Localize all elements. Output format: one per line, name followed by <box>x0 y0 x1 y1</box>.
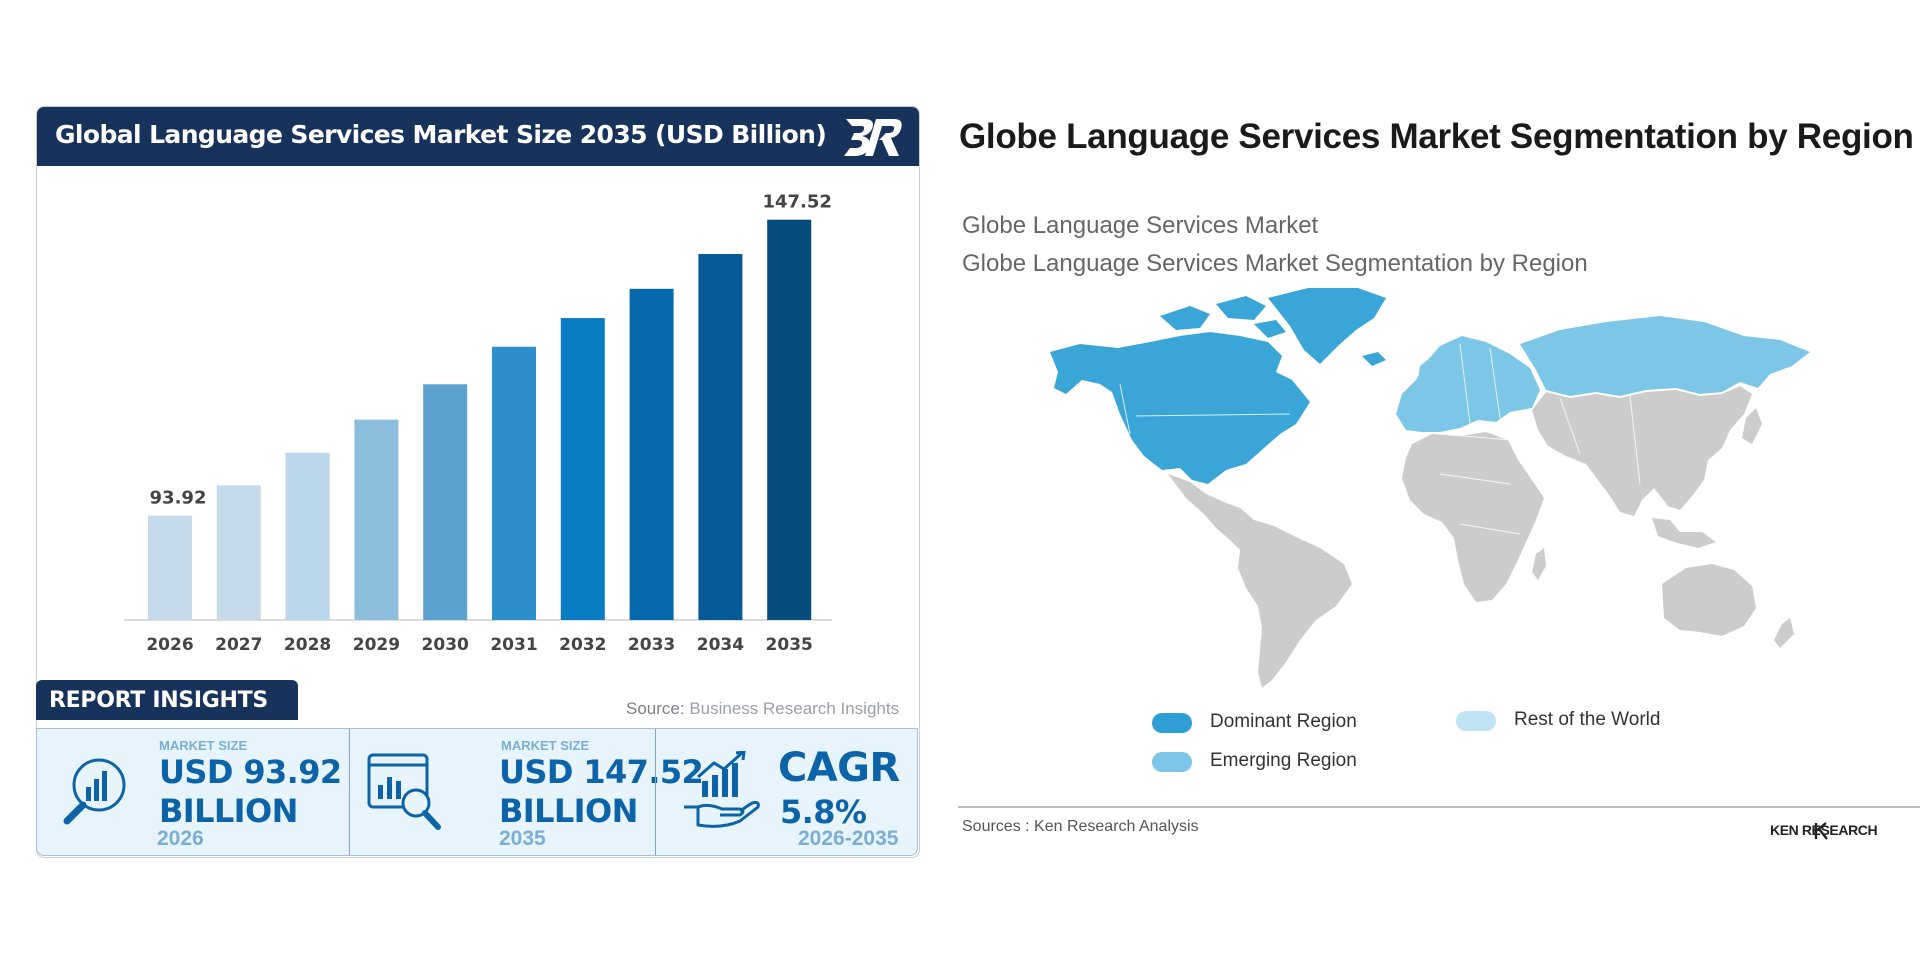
insight-label: MARKET SIZE <box>159 738 248 753</box>
data-label-2026: 93.92 <box>150 488 207 509</box>
x-tick-label: 2033 <box>628 635 675 655</box>
x-tick-label: 2030 <box>422 635 469 655</box>
x-tick-label: 2027 <box>215 635 262 655</box>
insight-unit: 5.8% <box>780 793 867 831</box>
insight-value: USD 93.92 <box>159 753 342 791</box>
insight-market-size-2035: MARKET SIZE USD 147.52 BILLION 2035 <box>350 729 704 855</box>
x-tick-label: 2028 <box>284 635 331 655</box>
insight-year: 2026-2035 <box>798 827 899 850</box>
legend-label-emerging: Emerging Region <box>1210 750 1357 771</box>
legend-swatch-rest <box>1456 711 1496 731</box>
ken-research-brand: KEN RESEARCH <box>1770 822 1878 838</box>
x-tick-label: 2034 <box>697 635 744 655</box>
x-tick-label: 2031 <box>490 635 537 655</box>
map-subtitle: Globe Language Services Market <box>962 212 1319 239</box>
legend-label-rest: Rest of the World <box>1514 709 1661 730</box>
x-tick-label: 2026 <box>146 635 193 655</box>
map-title: Globe Language Services Market Segmentat… <box>959 117 1914 156</box>
bar-2033 <box>629 288 674 620</box>
report-insights-tab: REPORT INSIGHTS <box>36 680 298 720</box>
x-tick-label: 2029 <box>353 635 400 655</box>
bar-2029 <box>354 419 399 620</box>
world-region-map <box>1050 288 1810 688</box>
source-line: Source: Business Research Insights <box>626 699 899 719</box>
map-borders <box>1119 343 1641 535</box>
ken-research-logo-icon <box>1814 822 1828 840</box>
insight-strip: MARKET SIZE USD 93.92 BILLION 2026 MARKE… <box>36 728 918 856</box>
legend-swatch-emerging <box>1152 752 1192 772</box>
insight-divider <box>655 729 656 855</box>
bar-2031 <box>492 346 536 620</box>
map-region-greenland <box>1268 288 1386 364</box>
chart-title: Global Language Services Market Size 203… <box>55 120 827 149</box>
market-size-bar-chart: 2026 93.92 2027 2028 2029 2030 2031 2032 2033 203… <box>124 192 832 655</box>
report-insights-title: REPORT INSIGHTS <box>49 688 268 713</box>
map-region-asia <box>1532 386 1752 516</box>
growth-hand-icon <box>684 751 760 828</box>
source-name: Business Research Insights <box>684 699 900 718</box>
x-tick-label: 2035 <box>766 635 813 655</box>
map-region-africa <box>1402 432 1544 602</box>
insight-unit: BILLION <box>159 792 298 830</box>
insight-divider <box>349 729 350 855</box>
map-region-iceland <box>1362 352 1386 366</box>
insight-cagr: CAGR 5.8% 2026-2035 <box>656 729 917 855</box>
insight-year: 2026 <box>157 827 204 850</box>
map-region-australia <box>1662 564 1756 636</box>
map-region-japan <box>1742 408 1762 444</box>
bar-2032 <box>560 318 605 620</box>
x-tick-label: 2032 <box>559 635 606 655</box>
magnifier-chart-icon <box>63 758 126 825</box>
map-region-arctic-islands <box>1160 296 1286 338</box>
bar-2026 <box>148 515 192 620</box>
map-subtitle: Globe Language Services Market Segmentat… <box>962 250 1588 277</box>
map-region-new-zealand <box>1774 618 1794 648</box>
insight-value: USD 147.52 <box>499 753 704 791</box>
bar-2030 <box>423 384 468 620</box>
analytics-search-icon <box>367 753 441 830</box>
insight-value: CAGR <box>778 745 900 791</box>
map-region-russia <box>1520 316 1810 396</box>
legend-label-dominant: Dominant Region <box>1210 711 1357 732</box>
map-region-north-america <box>1050 332 1310 484</box>
data-label-2035: 147.52 <box>762 192 831 213</box>
map-region-se-asia <box>1652 518 1716 548</box>
map-region-uk <box>1418 358 1436 384</box>
chart-header: Global Language Services Market Size 203… <box>37 107 919 166</box>
map-region-latin-america <box>1168 474 1352 688</box>
insight-label: MARKET SIZE <box>501 738 590 753</box>
br-logo-icon <box>844 119 902 156</box>
source-prefix: Source: <box>626 699 685 718</box>
sources-note: Sources : Ken Research Analysis <box>962 818 1199 835</box>
legend-swatch-dominant <box>1152 713 1192 733</box>
insight-year: 2035 <box>499 827 546 850</box>
bar-2034 <box>698 254 743 621</box>
bar-2028 <box>285 452 330 620</box>
insight-unit: BILLION <box>499 792 638 830</box>
footer-divider <box>958 806 1920 808</box>
bar-2035 <box>767 219 812 620</box>
insight-market-size-2026: MARKET SIZE USD 93.92 BILLION 2026 <box>37 729 349 855</box>
map-region-madagascar <box>1532 548 1546 580</box>
map-region-europe <box>1396 336 1540 432</box>
bar-2027 <box>216 485 261 620</box>
